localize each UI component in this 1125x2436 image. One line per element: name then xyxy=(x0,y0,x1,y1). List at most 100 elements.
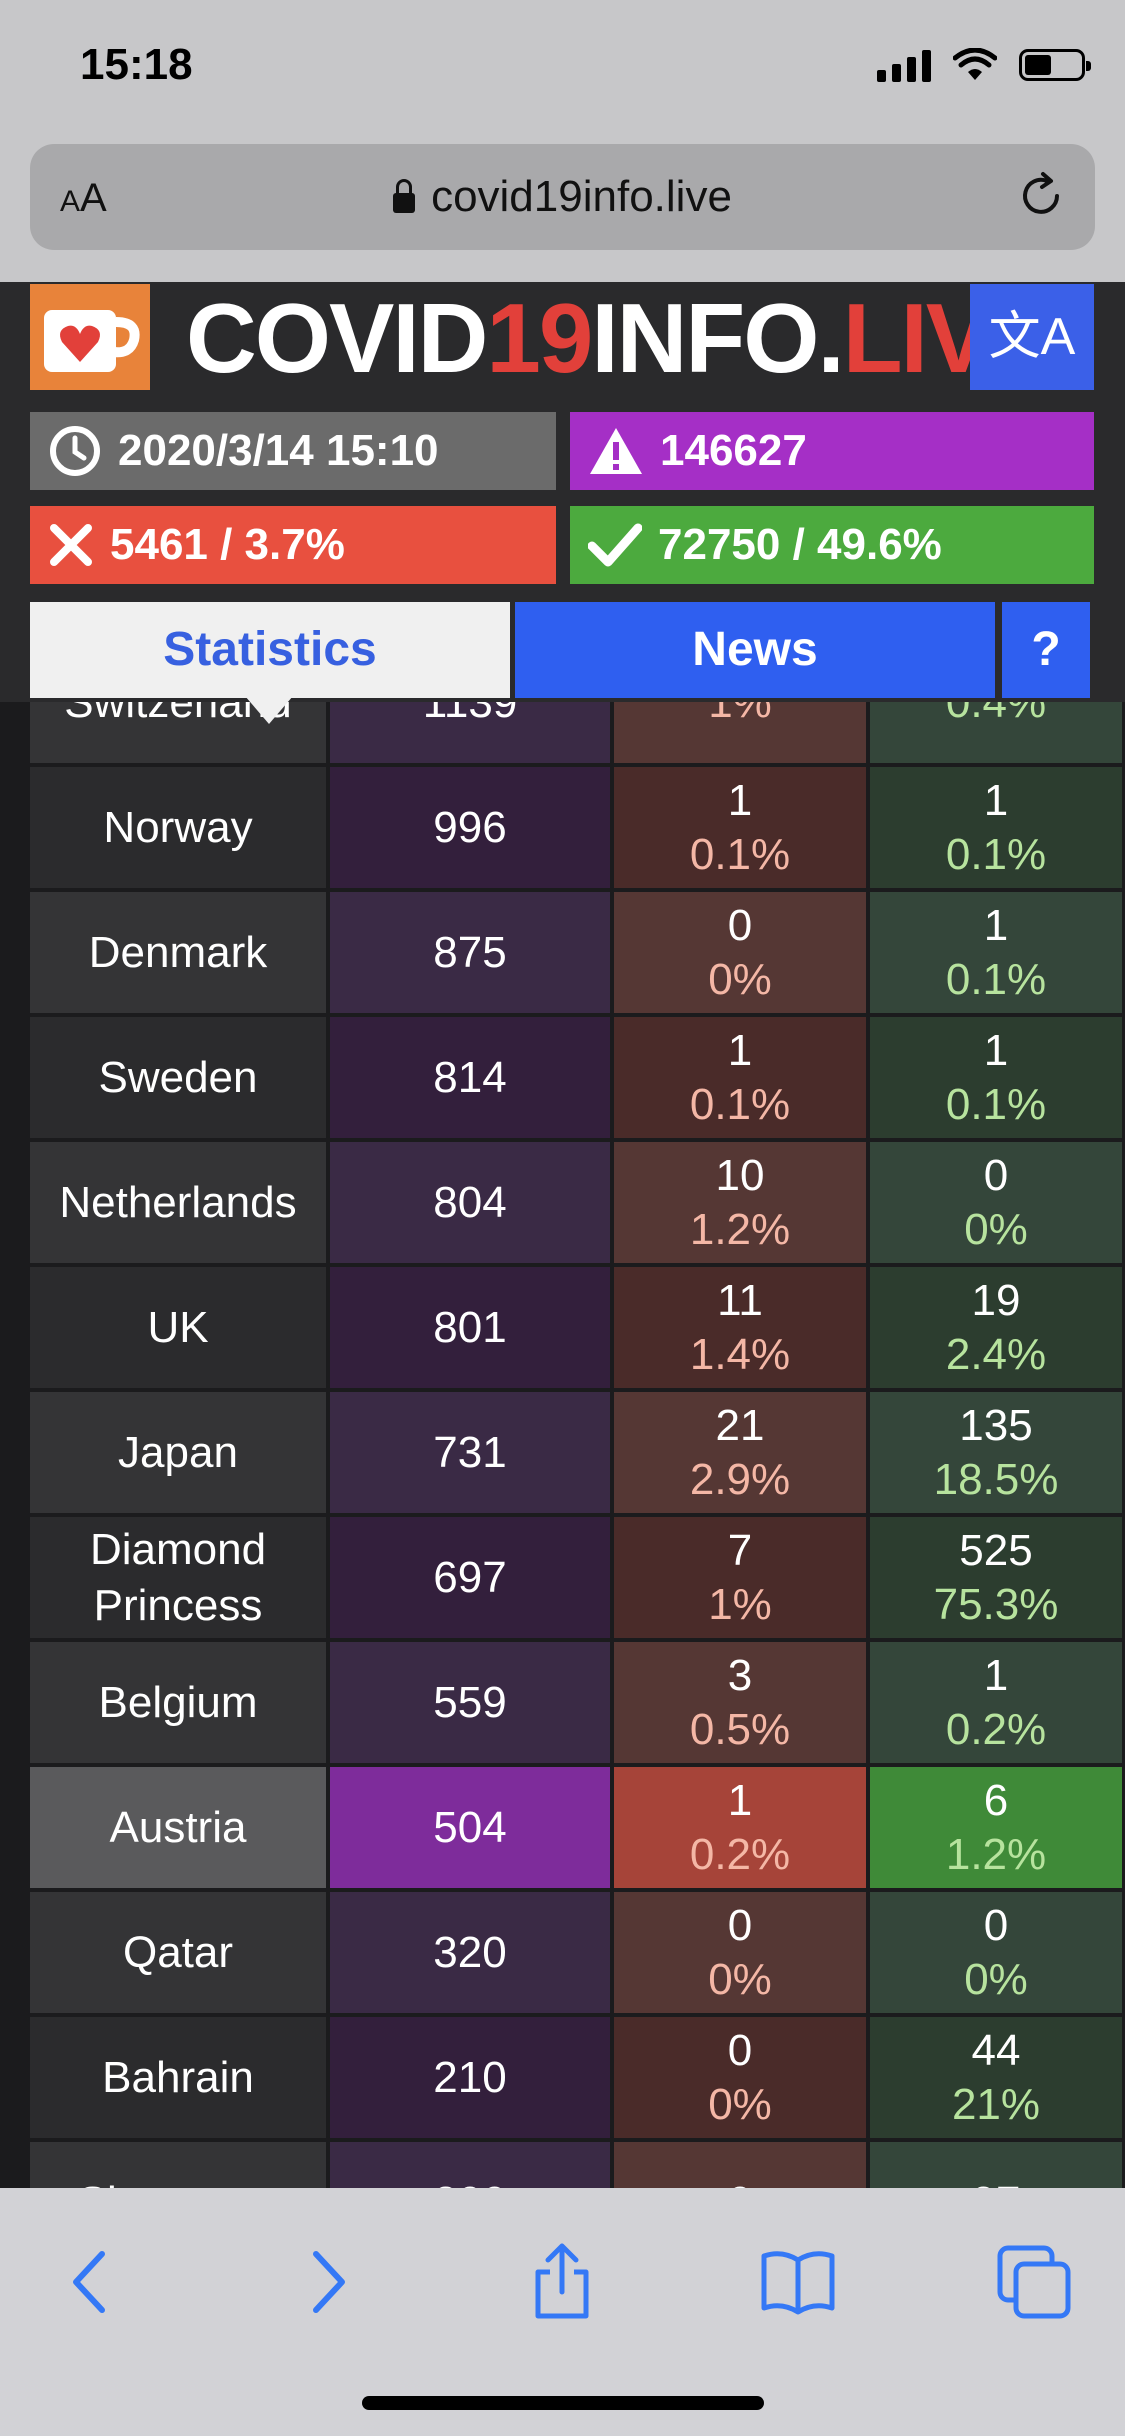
forward-chevron-icon[interactable] xyxy=(286,2242,366,2322)
deaths-text: 5461 / 3.7% xyxy=(110,520,345,569)
deaths-count: 0 xyxy=(728,2176,752,2189)
reload-icon[interactable] xyxy=(1013,168,1069,224)
coffee-cup-heart-logo-icon[interactable] xyxy=(30,284,150,390)
recovered-cell: 97 xyxy=(870,2142,1122,2188)
cases-cell: 697 xyxy=(330,1517,610,1638)
lock-icon xyxy=(393,179,416,213)
deaths-count: 0 xyxy=(727,900,753,950)
statistics-table[interactable]: Switzerland 1139 1% 0.4% Norway 996 1 0.1… xyxy=(0,702,1125,2188)
recovered-box: 72750 / 49.6% xyxy=(570,506,1094,584)
table-row[interactable]: Singapore 200 0 97 xyxy=(30,2142,1122,2188)
cases-cell: 559 xyxy=(330,1642,610,1763)
table-row[interactable]: Bahrain 210 0 0% 44 21% xyxy=(30,2017,1122,2142)
cases-cell: 200 xyxy=(330,2142,610,2188)
deaths-cell: 21 2.9% xyxy=(614,1392,866,1513)
table-row[interactable]: Belgium 559 3 0.5% 1 0.2% xyxy=(30,1642,1122,1767)
deaths-percent: 1% xyxy=(708,702,772,727)
cases-cell: 996 xyxy=(330,767,610,888)
recovered-cell: 0.4% xyxy=(870,702,1122,763)
tab-statistics[interactable]: Statistics xyxy=(30,602,510,698)
browser-toolbar xyxy=(0,2188,1125,2436)
country-cell: Sweden xyxy=(30,1017,326,1138)
recovered-percent: 0.1% xyxy=(945,954,1047,1004)
country-cell: Norway xyxy=(30,767,326,888)
table-row[interactable]: Switzerland 1139 1% 0.4% xyxy=(30,702,1122,767)
deaths-percent: 0% xyxy=(708,954,772,1004)
recovered-count: 1 xyxy=(983,1650,1009,1700)
deaths-cell: 1 0.1% xyxy=(614,767,866,888)
deaths-count: 21 xyxy=(715,1400,765,1450)
deaths-cell: 10 1.2% xyxy=(614,1142,866,1263)
deaths-percent: 1.2% xyxy=(689,1204,791,1254)
status-bar: 15:18 xyxy=(0,0,1125,140)
total-cases-box: 146627 xyxy=(570,412,1094,490)
recovered-cell: 44 21% xyxy=(870,2017,1122,2138)
country-cell: UK xyxy=(30,1267,326,1388)
address-bar[interactable]: AA covid19info.live xyxy=(30,144,1095,250)
deaths-count: 1 xyxy=(727,1775,753,1825)
table-row-highlighted[interactable]: Austria 504 1 0.2% 6 1.2% xyxy=(30,1767,1122,1892)
site-header: COVID19INFO.LIVE 文A 2020/3/14 15:10 1466… xyxy=(0,282,1125,724)
bookmarks-book-icon[interactable] xyxy=(758,2242,838,2322)
deaths-percent: 2.9% xyxy=(689,1454,791,1504)
reader-aa-button[interactable]: AA xyxy=(60,176,107,220)
deaths-count: 0 xyxy=(727,2025,753,2075)
deaths-percent: 0% xyxy=(708,1954,772,2004)
browser-address-area: AA covid19info.live xyxy=(0,140,1125,282)
warning-icon xyxy=(590,428,642,474)
clock-icon xyxy=(50,426,100,476)
back-chevron-icon[interactable] xyxy=(52,2242,132,2322)
cases-cell: 814 xyxy=(330,1017,610,1138)
table-row[interactable]: Netherlands 804 10 1.2% 0 0% xyxy=(30,1142,1122,1267)
country-cell: Denmark xyxy=(30,892,326,1013)
country-cell: Diamond Princess xyxy=(30,1517,326,1638)
deaths-percent: 0% xyxy=(708,2079,772,2129)
recovered-text: 72750 / 49.6% xyxy=(658,520,942,569)
table-row[interactable]: UK 801 11 1.4% 19 2.4% xyxy=(30,1267,1122,1392)
url-display[interactable]: covid19info.live xyxy=(30,172,1095,222)
recovered-cell: 0 0% xyxy=(870,1142,1122,1263)
cases-cell: 801 xyxy=(330,1267,610,1388)
deaths-cell: 0 xyxy=(614,2142,866,2188)
table-row[interactable]: Denmark 875 0 0% 1 0.1% xyxy=(30,892,1122,1017)
country-cell: Japan xyxy=(30,1392,326,1513)
country-line-1: Diamond xyxy=(89,1524,267,1574)
deaths-cell: 11 1.4% xyxy=(614,1267,866,1388)
statistics-table-rows: Switzerland 1139 1% 0.4% Norway 996 1 0.1… xyxy=(30,702,1122,2188)
table-row[interactable]: Japan 731 21 2.9% 135 18.5% xyxy=(30,1392,1122,1517)
deaths-cell: 1% xyxy=(614,702,866,763)
tabs-icon[interactable] xyxy=(994,2242,1074,2322)
deaths-count: 11 xyxy=(717,1275,763,1325)
deaths-percent: 0.1% xyxy=(689,829,791,879)
deaths-percent: 1% xyxy=(708,1579,772,1629)
cases-cell: 210 xyxy=(330,2017,610,2138)
translate-icon: 文A xyxy=(988,308,1076,366)
recovered-cell: 525 75.3% xyxy=(870,1517,1122,1638)
recovered-count: 1 xyxy=(983,1025,1009,1075)
share-icon[interactable] xyxy=(522,2242,602,2322)
recovered-cell: 1 0.2% xyxy=(870,1642,1122,1763)
tab-news[interactable]: News xyxy=(515,602,995,698)
recovered-count: 1 xyxy=(983,775,1009,825)
cases-cell: 731 xyxy=(330,1392,610,1513)
country-cell: Bahrain xyxy=(30,2017,326,2138)
recovered-percent: 0.1% xyxy=(945,829,1047,879)
last-updated-text: 2020/3/14 15:10 xyxy=(118,426,439,475)
deaths-count: 3 xyxy=(727,1650,753,1700)
table-row[interactable]: Sweden 814 1 0.1% 1 0.1% xyxy=(30,1017,1122,1142)
recovered-percent: 0.2% xyxy=(945,1704,1047,1754)
site-title[interactable]: COVID19INFO.LIVE xyxy=(186,283,1055,393)
recovered-cell: 1 0.1% xyxy=(870,892,1122,1013)
table-row[interactable]: Diamond Princess 697 7 1% 525 75.3% xyxy=(30,1517,1122,1642)
country-cell: Austria xyxy=(30,1767,326,1888)
table-row[interactable]: Norway 996 1 0.1% 1 0.1% xyxy=(30,767,1122,892)
recovered-count: 135 xyxy=(959,1400,1033,1450)
recovered-percent: 75.3% xyxy=(933,1579,1059,1629)
recovered-cell: 19 2.4% xyxy=(870,1267,1122,1388)
wifi-icon xyxy=(953,48,997,80)
table-row[interactable]: Qatar 320 0 0% 0 0% xyxy=(30,1892,1122,2017)
recovered-percent: 1.2% xyxy=(945,1829,1047,1879)
translate-button[interactable]: 文A xyxy=(970,284,1094,390)
cases-cell: 804 xyxy=(330,1142,610,1263)
tab-help[interactable]: ? xyxy=(1002,602,1090,698)
